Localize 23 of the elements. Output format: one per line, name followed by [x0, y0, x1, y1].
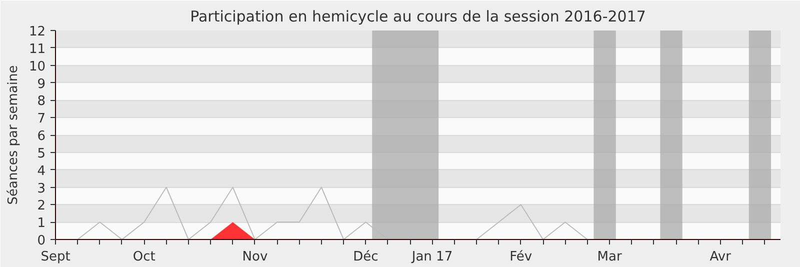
x-tick-label: Jan 17 [410, 250, 453, 264]
x-tick-label: Déc [353, 250, 378, 264]
y-tick-label: 9 [37, 76, 46, 92]
y-tick-label: 8 [37, 94, 46, 110]
y-tick-label: 11 [28, 42, 46, 57]
x-tick-label: Avr [710, 250, 732, 264]
y-tick-label: 0 [37, 234, 46, 248]
chart-title: Participation en hemicycle au cours de la session 2016-2017 [190, 8, 646, 26]
y-tick-label: 6 [37, 129, 46, 144]
y-tick-label: 4 [37, 164, 46, 179]
y-tick-label: 1 [37, 216, 46, 232]
x-tick-label: Fév [510, 250, 532, 264]
x-tick-label: Nov [242, 250, 268, 264]
y-tick-label: 10 [28, 59, 46, 74]
y-tick-label: 12 [28, 24, 46, 40]
y-tick-label: 5 [37, 146, 46, 162]
x-tick-label: Sept [40, 250, 70, 264]
y-tick-label: 2 [37, 198, 46, 214]
y-tick-label: 7 [37, 112, 46, 127]
x-tick-label: Oct [132, 250, 156, 264]
y-axis-title: Séances par semaine [6, 65, 21, 205]
x-tick-label: Mar [597, 250, 622, 264]
y-tick-label: 3 [37, 181, 46, 196]
